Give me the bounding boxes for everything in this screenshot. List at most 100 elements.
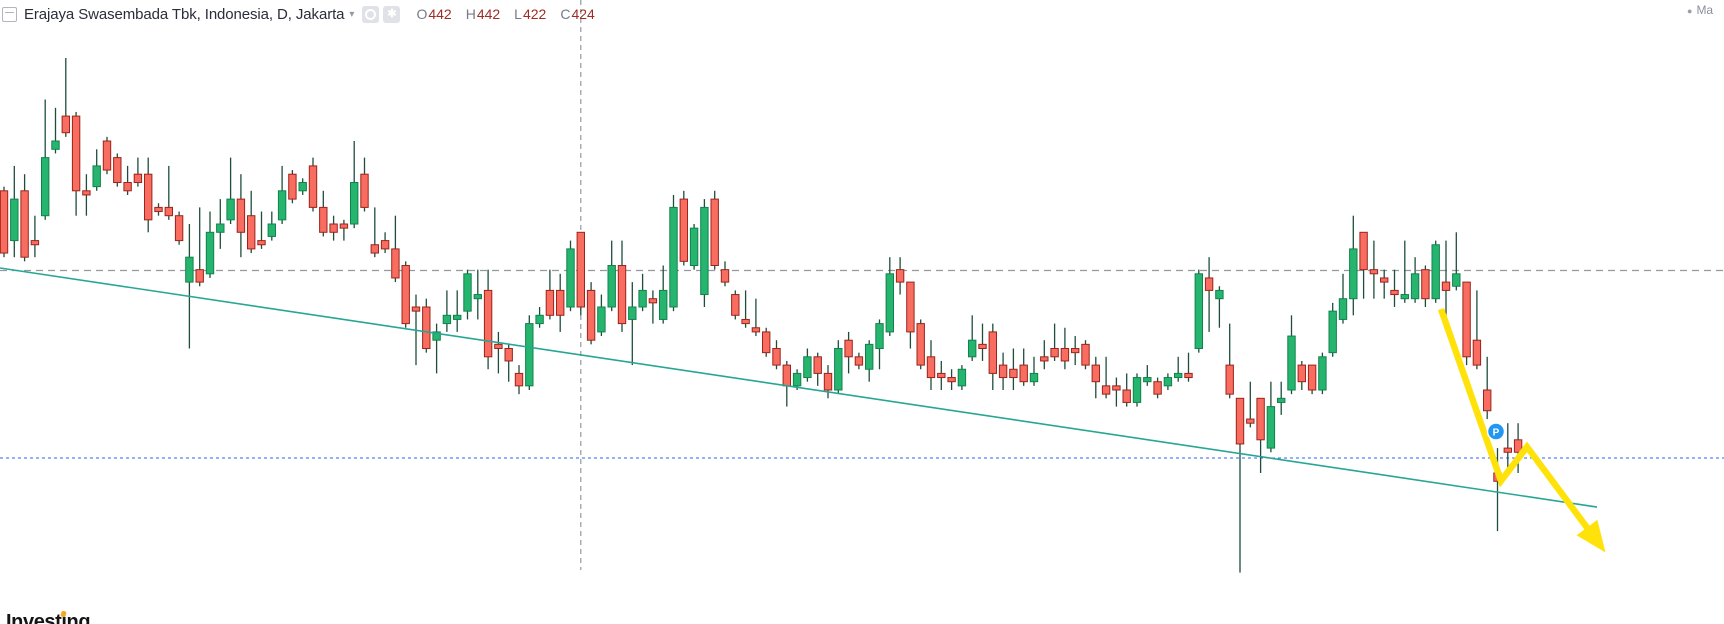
candle-body	[586, 289, 596, 341]
candle-body	[1235, 397, 1245, 445]
candle-body	[329, 223, 338, 233]
candle-body	[1225, 364, 1234, 395]
candle-body	[751, 327, 761, 333]
candle-body	[391, 248, 400, 279]
candle-body	[267, 223, 277, 237]
investing-watermark: Investing	[6, 610, 91, 624]
candle-body	[1143, 377, 1152, 383]
p-marker[interactable]: P	[1486, 422, 1506, 441]
candle-body	[741, 318, 750, 325]
candle-body	[648, 298, 658, 304]
forecast-arrow[interactable]	[1437, 308, 1606, 553]
candle-body	[1390, 289, 1399, 296]
candle-body	[1009, 368, 1018, 379]
candle-body	[895, 269, 905, 283]
candle-body	[1462, 281, 1471, 358]
candle-body	[1380, 277, 1389, 283]
candle-body	[803, 356, 812, 379]
candle-body	[1194, 273, 1203, 349]
candle-body	[164, 206, 174, 217]
indicator-dot-button[interactable]	[362, 5, 380, 23]
series-toggle-label[interactable]: ● Ma	[1687, 3, 1713, 17]
candle-body	[41, 157, 50, 217]
candle-body	[1297, 364, 1306, 383]
candle-body	[1338, 298, 1348, 320]
candle-body	[1153, 381, 1162, 395]
candle-body	[92, 165, 101, 188]
candle-body	[133, 173, 143, 183]
candle-body	[277, 190, 287, 221]
candle-body	[916, 323, 925, 366]
candle-body	[700, 206, 709, 296]
candle-body	[1256, 397, 1265, 441]
candle-body	[1132, 377, 1142, 403]
candle-body	[154, 206, 163, 213]
gear-icon: ✱	[387, 7, 397, 20]
candle-body	[854, 356, 864, 366]
candle-body	[1513, 439, 1523, 453]
candle-body	[792, 372, 802, 387]
candle-body	[411, 306, 421, 312]
candle-body	[1019, 364, 1028, 383]
candle-body	[30, 240, 40, 246]
candle-body	[1318, 356, 1327, 391]
candle-body	[1266, 406, 1276, 449]
candle-body	[308, 165, 318, 208]
candle-body	[174, 215, 184, 242]
chevron-down-icon[interactable]: ▾	[349, 8, 355, 20]
candle-body	[71, 115, 81, 192]
candle-body	[370, 244, 380, 254]
candle-body	[885, 273, 894, 333]
candle-body	[298, 182, 307, 192]
candle-body	[144, 173, 153, 221]
candle-body	[834, 348, 843, 391]
candle-body	[51, 140, 60, 150]
candle-body	[442, 314, 452, 325]
ohlc-open: O442	[416, 6, 452, 22]
candle-body	[1163, 377, 1173, 387]
ohlc-legend: O442 H442 L422 C424	[416, 6, 608, 22]
candle-body	[1431, 244, 1440, 300]
candle-body	[659, 289, 668, 320]
candle-body	[566, 248, 575, 308]
candle-body	[556, 289, 565, 316]
watchlist-panel-icon[interactable]	[2, 6, 17, 22]
candle-body	[226, 198, 235, 221]
candle-body	[968, 339, 977, 358]
candle-body	[525, 323, 534, 387]
candle-body	[463, 273, 472, 312]
candle-body	[102, 140, 112, 171]
candle-body	[1071, 348, 1080, 354]
candle-body	[937, 372, 946, 379]
trendline[interactable]	[0, 267, 1598, 508]
candle-body	[1101, 385, 1111, 395]
candle-body	[926, 356, 936, 379]
candle-body	[1421, 269, 1430, 300]
candle-body	[998, 364, 1008, 379]
chart-legend: Erajaya Swasembada Tbk, Indonesia, D, Ja…	[2, 4, 609, 24]
candle-body	[576, 231, 585, 308]
candle-body	[638, 289, 647, 308]
candle-body	[1307, 364, 1317, 391]
candle-body	[1204, 277, 1214, 291]
candle-body	[288, 173, 297, 200]
candle-body	[762, 331, 771, 354]
candle-body	[823, 372, 833, 391]
candle-body	[1441, 281, 1451, 291]
candle-body	[82, 190, 91, 196]
candle-body	[319, 206, 328, 233]
settings-gear-button[interactable]: ✱	[383, 5, 401, 23]
candle-body	[710, 198, 719, 267]
candle-body	[483, 289, 493, 358]
candle-body	[205, 231, 215, 275]
candle-body	[617, 265, 627, 325]
bullet-icon: ●	[1687, 6, 1693, 16]
candle-body	[236, 198, 246, 233]
ohlc-low: L422	[514, 6, 547, 22]
candle-body	[669, 206, 678, 308]
symbol-title[interactable]: Erajaya Swasembada Tbk, Indonesia, D, Ja…	[24, 5, 345, 23]
crosshair	[0, 0, 1724, 570]
candle-body	[1246, 418, 1255, 424]
